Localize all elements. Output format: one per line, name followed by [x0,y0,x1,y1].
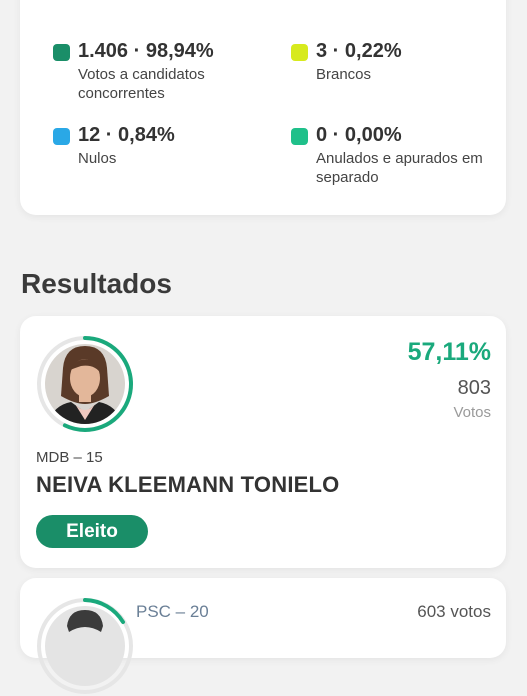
candidate-avatar [37,598,133,694]
elected-badge: Eleito [36,515,148,548]
annulled-votes-swatch [291,128,308,145]
candidate-percentage: 57,11% [407,338,491,366]
candidate-party: PSC – 20 [136,602,209,621]
stat-value: 0 · 0,00% [316,124,402,146]
progress-ring-fill [37,336,133,432]
stat-label: Nulos [78,150,117,167]
avatar-photo [45,344,125,424]
stat-label: Brancos [316,66,372,83]
candidate-avatar [37,336,133,432]
vote-summary-card: 1.406 · 98,94% Votos a candidatos concor… [20,0,506,215]
blank-votes-swatch [291,44,308,61]
null-votes-swatch [53,128,70,145]
avatar-photo [45,606,125,686]
stat-value: 12 · 0,84% [78,124,175,146]
stat-value: 3 · 0,22% [316,40,402,62]
candidate-party: MDB – 15 [36,449,103,466]
stat-value: 1.406 · 98,94% [78,40,214,62]
candidate-card-winner[interactable]: 57,11% 803 Votos MDB – 15 NEIVA KLEEMANN… [20,316,506,568]
candidate-votes-swatch [53,44,70,61]
section-title: Resultados [21,268,172,299]
candidate-vote-count: 803 [457,377,491,399]
candidate-name: NEIVA KLEEMANN TONIELO [36,472,340,497]
candidate-vote-count: 603 votos [417,602,491,621]
candidate-card-second[interactable]: PSC – 20 603 votos [20,578,506,694]
progress-ring-fill [83,598,125,624]
vote-count-label: Votos [453,404,491,421]
stat-label: Anulados e apurados em separado [316,150,483,186]
stat-label: Votos a candidatos concorrentes [78,66,205,102]
